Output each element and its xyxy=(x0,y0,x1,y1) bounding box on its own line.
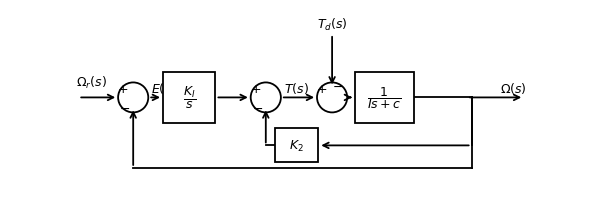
Text: $-$: $-$ xyxy=(332,79,343,92)
Text: $T(s)$: $T(s)$ xyxy=(284,81,309,96)
Text: $-$: $-$ xyxy=(119,101,130,114)
Bar xyxy=(275,129,319,163)
Bar xyxy=(163,73,215,123)
Text: $E(s)$: $E(s)$ xyxy=(152,81,176,96)
Bar xyxy=(355,73,414,123)
Text: $+$: $+$ xyxy=(117,83,128,96)
Text: $\Omega(s)$: $\Omega(s)$ xyxy=(500,81,526,96)
Text: $-$: $-$ xyxy=(252,101,263,114)
Text: $\dfrac{K_I}{s}$: $\dfrac{K_I}{s}$ xyxy=(183,85,196,111)
Text: $\Omega_r(s)$: $\Omega_r(s)$ xyxy=(76,75,107,91)
Text: $+$: $+$ xyxy=(250,83,261,96)
Text: $+$: $+$ xyxy=(316,83,327,96)
Text: $T_d(s)$: $T_d(s)$ xyxy=(317,17,348,33)
Text: $K_2$: $K_2$ xyxy=(289,138,304,153)
Text: $\dfrac{1}{Is+c}$: $\dfrac{1}{Is+c}$ xyxy=(368,85,402,111)
